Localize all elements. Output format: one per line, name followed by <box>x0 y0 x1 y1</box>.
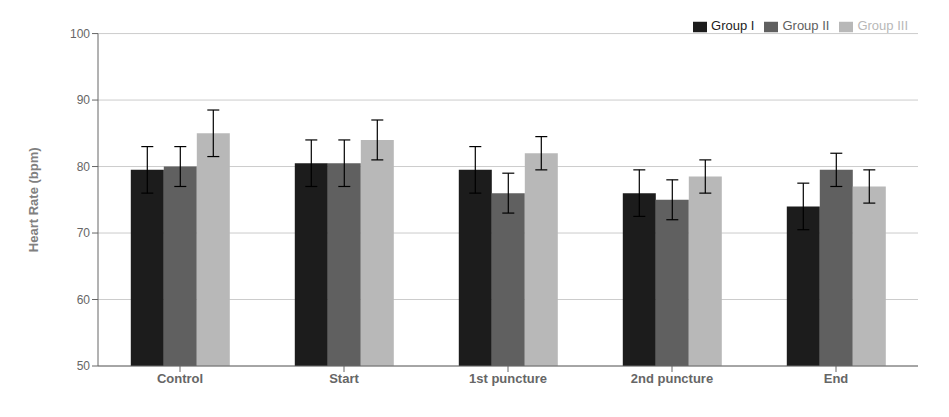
svg-text:90: 90 <box>77 93 91 107</box>
svg-text:100: 100 <box>70 27 90 41</box>
svg-text:Control: Control <box>157 371 203 386</box>
svg-text:Start: Start <box>329 371 359 386</box>
html-text:Group I: Group I <box>711 18 755 33</box>
html-text:Group III: Group III <box>857 18 908 33</box>
html-text:Group II: Group II <box>782 18 830 33</box>
svg-text:50: 50 <box>77 359 91 373</box>
svg-text:End: End <box>824 371 849 386</box>
svg-text:60: 60 <box>77 293 91 307</box>
svg-text:80: 80 <box>77 160 91 174</box>
svg-text:2nd puncture: 2nd puncture <box>631 371 713 386</box>
svg-text:1st puncture: 1st puncture <box>469 371 547 386</box>
svg-text:70: 70 <box>77 226 91 240</box>
svg-text:Heart Rate (bpm): Heart Rate (bpm) <box>26 147 41 252</box>
